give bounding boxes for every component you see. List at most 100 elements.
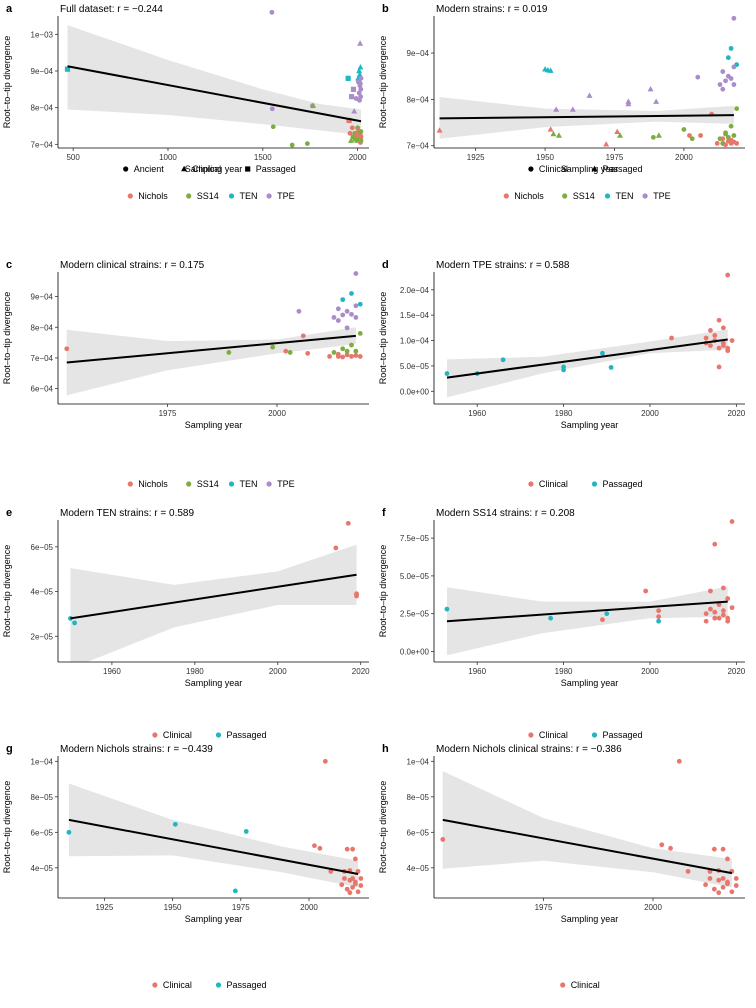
- data-point: [72, 620, 77, 626]
- data-point: [322, 758, 328, 764]
- x-tick-label: 1980: [555, 667, 573, 676]
- data-point: [345, 75, 351, 81]
- data-point: [725, 596, 731, 601]
- panel-letter: d: [382, 259, 389, 271]
- legend-marker: [642, 193, 648, 199]
- data-point: [270, 124, 276, 130]
- panel-letter: c: [6, 259, 12, 271]
- data-point: [561, 367, 566, 373]
- legend-marker: [228, 193, 235, 199]
- legend-label: Clinical: [539, 164, 568, 174]
- data-point: [345, 520, 351, 526]
- data-point: [716, 877, 722, 883]
- y-axis-title: Root–to–tip divergence: [378, 36, 388, 129]
- data-point: [346, 117, 352, 124]
- data-point: [716, 602, 722, 607]
- panel-e: e Modern TEN strains: r = 0.589 1960 1980 20…: [2, 507, 370, 740]
- legend-label: Passaged: [227, 980, 267, 990]
- data-point: [335, 306, 341, 312]
- legend-label: Clinical: [539, 479, 568, 489]
- data-point: [720, 86, 726, 92]
- legend-label: Nichols: [514, 191, 544, 201]
- x-tick-label: 1980: [186, 667, 204, 676]
- data-point: [608, 365, 614, 370]
- panel-letter: a: [6, 3, 13, 15]
- data-point: [344, 886, 350, 892]
- data-point: [296, 308, 302, 314]
- data-point: [444, 371, 450, 376]
- data-point: [729, 338, 735, 343]
- data-point: [355, 889, 361, 895]
- x-tick-label: 1960: [103, 667, 121, 676]
- data-point: [354, 593, 359, 599]
- y-axis-title: Root–to–tip divergence: [2, 36, 12, 129]
- data-point: [300, 333, 306, 339]
- data-point: [317, 845, 323, 851]
- data-point: [729, 519, 735, 524]
- panel-letter: b: [382, 3, 389, 15]
- x-tick-label: 2020: [352, 667, 370, 676]
- data-point: [703, 335, 709, 341]
- x-tick-label: 1950: [536, 153, 554, 162]
- data-point: [721, 325, 726, 331]
- y-tick-label: 8e−04: [31, 323, 54, 332]
- data-point: [340, 346, 346, 352]
- legend-label: Nichols: [138, 479, 168, 489]
- panel-c: c Modern clinical strains: r = 0.175 1975 2…: [2, 259, 369, 489]
- x-tick-label: 1980: [555, 409, 573, 418]
- data-point: [659, 842, 665, 848]
- x-tick-label: 1925: [95, 903, 113, 912]
- legend-label: Clinical: [571, 980, 600, 990]
- y-tick-label: 7e−04: [31, 140, 54, 149]
- legend-label: Clinical: [192, 164, 221, 174]
- data-point: [350, 876, 356, 881]
- legend-label: SS14: [197, 479, 219, 489]
- data-point: [708, 327, 713, 333]
- legend-label: Nichols: [138, 191, 168, 201]
- x-axis-title: Sampling year: [561, 164, 619, 174]
- data-point: [353, 271, 359, 276]
- data-point: [731, 15, 737, 21]
- data-point: [586, 92, 593, 98]
- data-point: [650, 134, 656, 140]
- data-point: [712, 541, 718, 547]
- x-tick-label: 2000: [269, 667, 287, 676]
- data-point: [356, 67, 363, 74]
- data-point: [703, 882, 708, 888]
- data-point: [731, 64, 737, 70]
- confidence-band: [70, 544, 357, 662]
- legend-marker: [591, 165, 598, 172]
- panel-g: g Modern Nichols strains: r = −0.439 1925 1…: [2, 743, 369, 990]
- data-point: [357, 354, 363, 359]
- legend-marker: [528, 481, 534, 487]
- y-tick-label: 1.0e−04: [400, 337, 430, 346]
- data-point: [711, 846, 717, 852]
- y-tick-label: 8e−05: [31, 793, 54, 802]
- legend-marker: [123, 166, 129, 172]
- data-point: [721, 612, 726, 618]
- data-point: [553, 106, 560, 112]
- data-point: [347, 130, 353, 136]
- data-point: [720, 136, 726, 142]
- data-point: [714, 140, 720, 146]
- data-point: [269, 106, 275, 112]
- y-tick-label: 6e−04: [31, 385, 54, 394]
- x-axis-title: Sampling year: [561, 420, 619, 430]
- legend-label: Clinical: [539, 730, 568, 740]
- data-point: [352, 856, 358, 862]
- data-point: [352, 136, 358, 142]
- legend-marker: [127, 481, 133, 487]
- panel-d: d Modern TPE strains: r = 0.588 1960 1980 20…: [378, 259, 746, 489]
- data-point: [348, 94, 355, 100]
- confidence-band: [442, 771, 732, 888]
- data-point: [310, 102, 317, 109]
- data-point: [723, 130, 728, 136]
- data-point: [687, 133, 692, 138]
- data-point: [172, 821, 178, 827]
- data-point: [312, 843, 317, 849]
- data-point: [681, 127, 687, 132]
- x-axis-title: Sampling year: [185, 420, 243, 430]
- legend-label: Clinical: [163, 980, 192, 990]
- y-tick-label: 6e−05: [31, 828, 54, 837]
- data-point: [333, 545, 339, 551]
